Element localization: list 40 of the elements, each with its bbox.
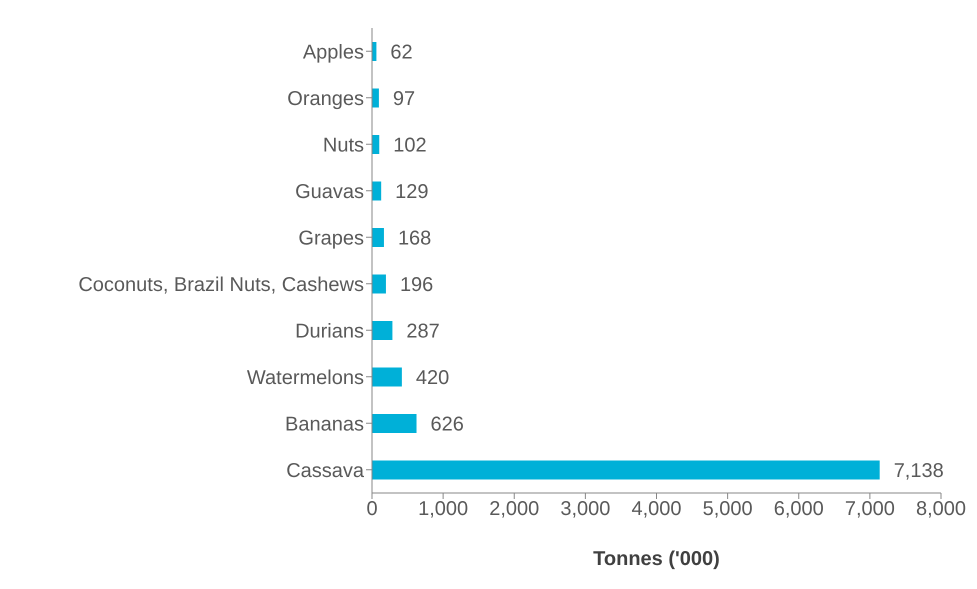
bar bbox=[372, 88, 379, 108]
y-tick-label: Cassava bbox=[286, 460, 365, 482]
data-label: 196 bbox=[400, 274, 434, 296]
y-tick-label: Grapes bbox=[298, 227, 364, 250]
data-label: 102 bbox=[393, 134, 427, 157]
data-label: 7,138 bbox=[894, 460, 944, 482]
y-tick-label: Apples bbox=[302, 41, 364, 64]
x-tick-label: 2,000 bbox=[489, 498, 540, 520]
data-label: 129 bbox=[395, 181, 429, 204]
bar bbox=[372, 460, 880, 480]
y-tick-label: Durians bbox=[295, 320, 364, 342]
x-tick-label: 5,000 bbox=[702, 498, 753, 520]
bar bbox=[372, 274, 386, 294]
data-label: 287 bbox=[406, 320, 440, 343]
x-tick-label: 3,000 bbox=[560, 498, 610, 520]
y-tick-label: Watermelons bbox=[246, 366, 364, 389]
x-tick-label: 8,000 bbox=[916, 498, 966, 520]
y-tick-label: Bananas bbox=[285, 413, 364, 436]
x-tick-label: 7,000 bbox=[844, 498, 895, 520]
bar bbox=[372, 368, 402, 386]
y-tick-label: Nuts bbox=[322, 134, 364, 156]
y-tick-label: Coconuts, Brazil Nuts, Cashews bbox=[78, 274, 364, 296]
data-label: 168 bbox=[398, 228, 432, 250]
data-label: 420 bbox=[416, 367, 450, 390]
x-tick-label: 0 bbox=[366, 498, 378, 520]
data-label: 97 bbox=[392, 88, 416, 110]
data-label: 626 bbox=[430, 414, 464, 436]
y-tick-label: Oranges bbox=[287, 88, 364, 110]
x-tick-label: 6,000 bbox=[774, 498, 824, 520]
bar bbox=[372, 182, 382, 200]
bar bbox=[372, 321, 392, 340]
bar bbox=[372, 228, 384, 247]
bar bbox=[372, 135, 380, 154]
bar bbox=[372, 42, 376, 61]
bar bbox=[372, 414, 417, 433]
x-axis-title: Tonnes ('000) bbox=[593, 548, 720, 570]
x-tick-label: 4,000 bbox=[631, 498, 682, 520]
data-label: 62 bbox=[390, 42, 413, 64]
y-tick-label: Guavas bbox=[295, 180, 364, 203]
x-tick-label: 1,000 bbox=[418, 498, 468, 520]
